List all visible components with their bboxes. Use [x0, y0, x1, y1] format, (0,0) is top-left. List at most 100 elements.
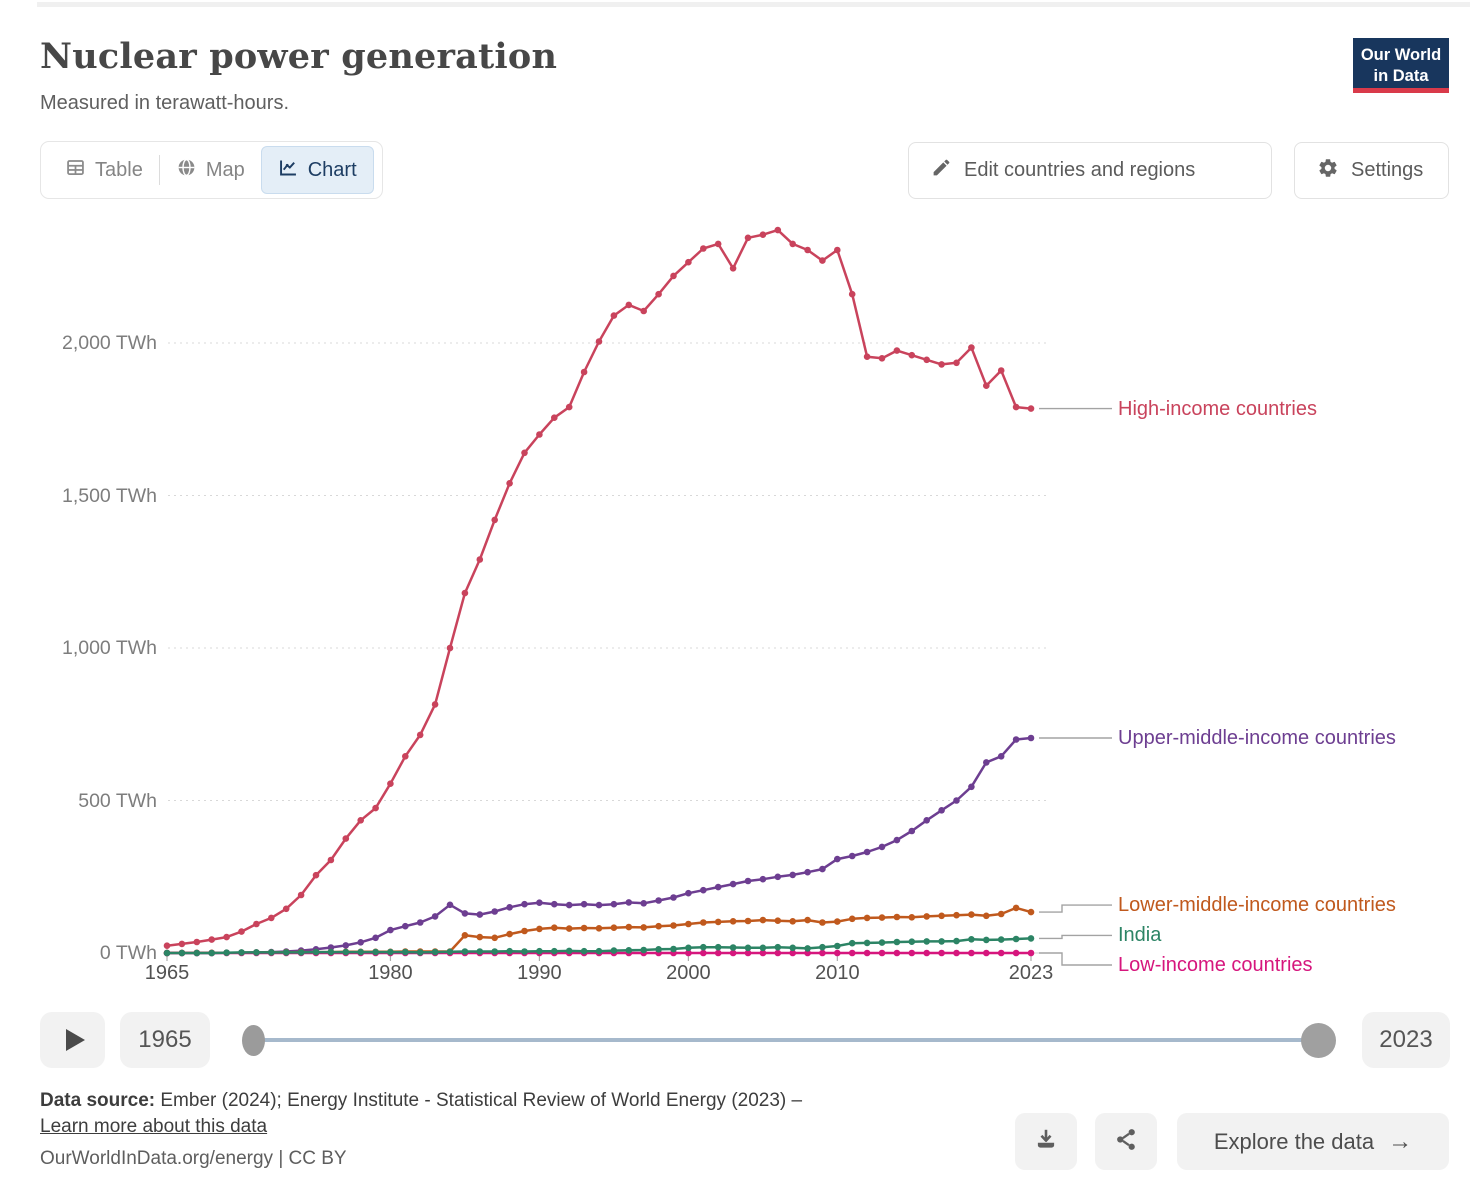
data-point	[804, 868, 811, 876]
data-point	[953, 911, 960, 919]
tab-chart-label: Chart	[307, 158, 357, 181]
play-button[interactable]	[40, 1012, 105, 1068]
entity-label-lower-middle-income-countries[interactable]: Lower-middle-income countries	[1118, 894, 1396, 917]
data-point	[297, 949, 305, 956]
timeline-end-year[interactable]: 2023	[1362, 1012, 1450, 1068]
data-point	[878, 914, 886, 921]
data-point	[282, 948, 290, 956]
data-point	[759, 916, 767, 924]
data-point	[238, 949, 245, 956]
data-point	[238, 928, 245, 935]
edit-countries-button[interactable]: Edit countries and regions	[908, 142, 1272, 199]
share-button[interactable]	[1095, 1113, 1157, 1170]
explore-data-label: Explore the data	[1213, 1128, 1375, 1154]
data-point	[640, 307, 647, 315]
data-point	[342, 948, 350, 956]
data-point	[714, 949, 722, 957]
data-point	[595, 947, 603, 955]
data-point	[402, 753, 409, 760]
data-point	[893, 913, 901, 921]
data-point	[327, 856, 335, 864]
data-source-line: Data source: Ember (2024); Energy Instit…	[40, 1090, 1000, 1112]
data-point	[1012, 403, 1020, 411]
tab-map[interactable]: Map	[160, 147, 261, 193]
timeline-handle-start[interactable]	[242, 1025, 265, 1056]
data-point	[938, 938, 945, 945]
data-point	[863, 848, 871, 856]
data-point	[834, 855, 841, 863]
data-point	[387, 780, 394, 787]
settings-button[interactable]: Settings	[1294, 142, 1449, 199]
data-point	[223, 949, 230, 957]
data-point	[476, 948, 484, 955]
timeline-start-year[interactable]: 1965	[120, 1012, 210, 1068]
data-point	[268, 949, 275, 957]
explore-data-button[interactable]: Explore the data →	[1177, 1113, 1449, 1170]
data-point	[938, 912, 945, 920]
data-point	[848, 852, 856, 860]
data-point	[416, 731, 424, 739]
data-point	[178, 949, 186, 957]
data-point	[506, 904, 513, 911]
learn-more-link[interactable]: Learn more about this data	[40, 1116, 268, 1137]
entity-label-upper-middle-income-countries[interactable]: Upper-middle-income countries	[1118, 726, 1396, 749]
entity-label-high-income-countries[interactable]: High-income countries	[1118, 397, 1317, 420]
entity-label-low-income-countries[interactable]: Low-income countries	[1118, 954, 1313, 976]
data-point	[402, 948, 409, 955]
data-point	[416, 949, 424, 956]
data-point	[521, 949, 528, 957]
data-point	[983, 912, 990, 920]
data-point	[983, 949, 990, 957]
data-point	[387, 948, 394, 956]
entity-label-india[interactable]: India	[1118, 924, 1162, 947]
globe-icon	[176, 157, 197, 184]
data-point	[208, 936, 215, 943]
data-point	[253, 949, 260, 956]
data-point	[893, 949, 901, 957]
data-point	[848, 949, 856, 957]
y-axis-tick-label: 1,000 TWh	[61, 637, 157, 659]
label-connector	[1039, 904, 1112, 913]
data-point	[595, 949, 603, 957]
label-connector	[1039, 934, 1112, 940]
data-point	[461, 932, 469, 939]
share-icon	[1114, 1127, 1139, 1157]
data-point	[1012, 736, 1020, 743]
line-chart-icon	[278, 157, 299, 184]
data-point	[670, 949, 677, 957]
attribution-link[interactable]: OurWorldInData.org/energy | CC BY	[40, 1148, 347, 1169]
data-point	[551, 414, 558, 422]
data-point	[551, 947, 558, 955]
owid-logo-line2: in Data	[1373, 67, 1429, 86]
data-point	[387, 949, 394, 957]
data-point	[997, 949, 1005, 957]
data-point	[997, 367, 1005, 374]
data-point	[312, 948, 320, 956]
x-axis-tick-label: 2023	[1008, 962, 1054, 984]
timeline-slider-track[interactable]	[253, 1038, 1322, 1042]
data-point	[878, 949, 886, 957]
data-point	[729, 265, 737, 272]
data-point	[744, 917, 752, 925]
y-axis-tick-label: 2,000 TWh	[61, 332, 157, 354]
tab-table[interactable]: Table	[49, 147, 159, 193]
data-point	[342, 835, 350, 842]
tab-chart[interactable]: Chart	[260, 146, 374, 194]
data-point	[208, 949, 215, 957]
x-axis-tick-label: 1990	[517, 962, 562, 984]
data-point	[387, 926, 394, 934]
data-point	[357, 949, 365, 957]
data-point	[431, 948, 439, 955]
data-point	[491, 948, 499, 955]
data-point	[744, 234, 752, 242]
download-button[interactable]	[1015, 1113, 1077, 1170]
data-point	[491, 516, 499, 524]
data-point	[685, 949, 692, 957]
timeline-handle-end[interactable]	[1301, 1023, 1336, 1058]
data-point	[506, 949, 513, 957]
data-point	[610, 924, 618, 931]
data-point	[834, 246, 841, 254]
data-point	[163, 949, 171, 957]
owid-logo[interactable]: Our World in Data	[1353, 38, 1449, 93]
data-point	[700, 886, 707, 894]
